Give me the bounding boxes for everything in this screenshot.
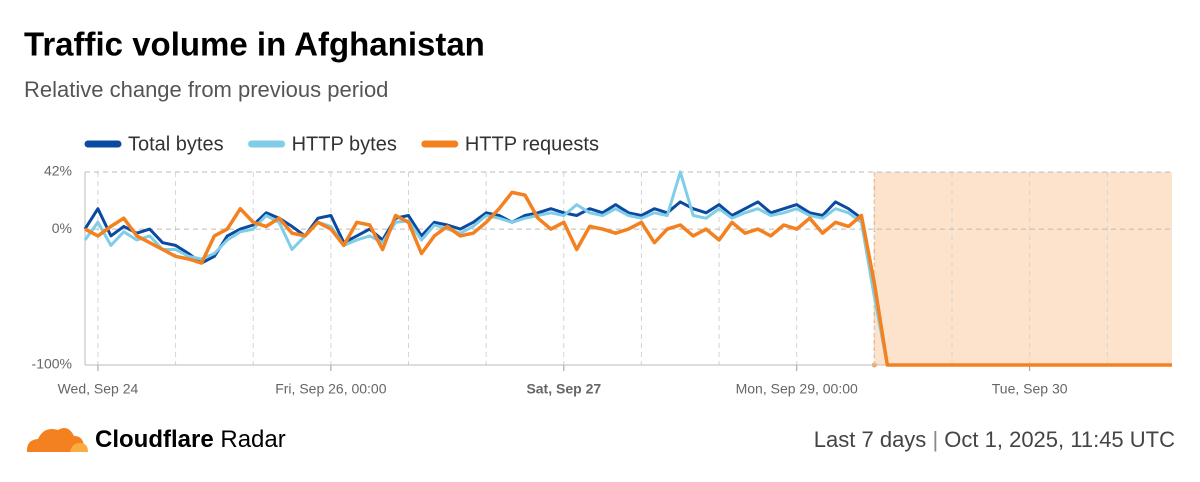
timestamp: Oct 1, 2025, 11:45 UTC [944, 427, 1175, 452]
chart-subtitle: Relative change from previous period [24, 77, 388, 102]
x-tick-label: Mon, Sep 29, 00:00 [736, 381, 858, 397]
x-tick-label: Fri, Sep 26, 00:00 [275, 381, 387, 397]
logo-cloud-small [70, 443, 88, 452]
outage-region [874, 172, 1172, 365]
y-tick-label: 42% [44, 163, 72, 179]
brand-name: Cloudflare [95, 426, 214, 453]
x-tick-label: Sat, Sep 27 [526, 381, 601, 397]
x-tick-label: Tue, Sep 30 [992, 381, 1068, 397]
logo-cloud [26, 428, 84, 452]
brand: Cloudflare Radar [95, 426, 286, 453]
legend-label: HTTP requests [465, 133, 599, 155]
x-tick-label: Wed, Sep 24 [58, 381, 139, 397]
chart-title: Traffic volume in Afghanistan [24, 26, 485, 63]
y-tick-label: 0% [52, 220, 72, 236]
period: Last 7 days [814, 427, 927, 452]
series-line [84, 190, 1172, 367]
footer-info: Last 7 days | Oct 1, 2025, 11:45 UTC [814, 427, 1175, 452]
legend: Total bytes HTTP bytes HTTP requests [84, 133, 599, 155]
y-tick-label: -100% [32, 356, 72, 372]
legend-label: Total bytes [128, 133, 224, 155]
separator: | [932, 427, 938, 452]
legend-label: HTTP bytes [292, 133, 397, 155]
logo [26, 428, 88, 452]
brand-suffix: Radar [220, 426, 285, 453]
